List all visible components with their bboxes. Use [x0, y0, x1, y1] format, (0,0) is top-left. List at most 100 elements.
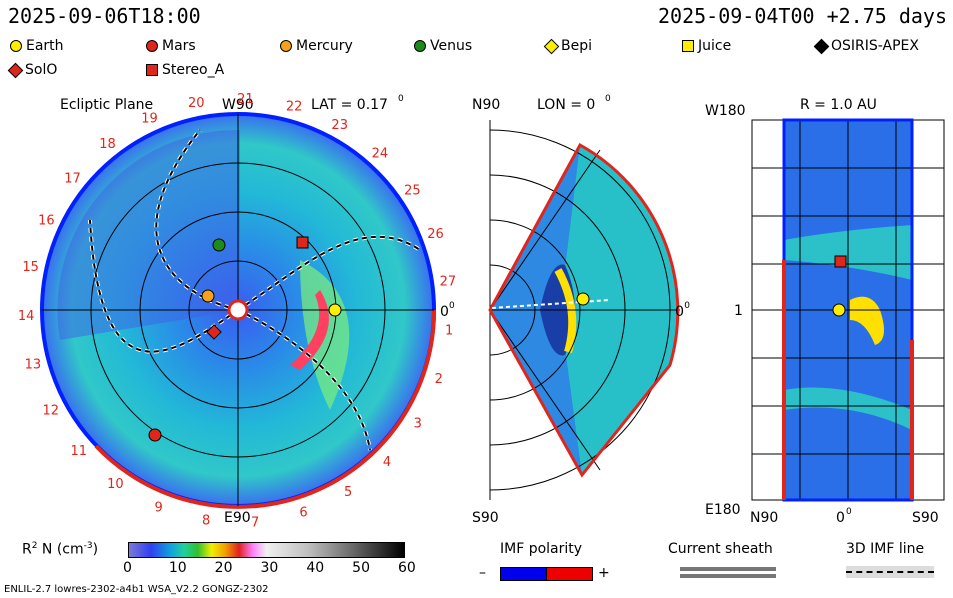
legend-label: SolO: [25, 62, 58, 78]
colorbar-tick: 60: [398, 560, 416, 576]
meridional-panel: N90 LON = 0 0 0 0 S90: [472, 94, 690, 526]
carrington-tick-10: 10: [107, 477, 124, 492]
meridional-top-label: N90: [472, 97, 500, 113]
meridional-bottom-label: S90: [472, 510, 499, 526]
carrington-tick-4: 4: [383, 455, 391, 470]
imf-line-swatch: [846, 566, 934, 578]
meridional-earth-marker: [576, 292, 590, 306]
legend-label: Venus: [430, 38, 473, 54]
model-info: ENLIL-2.7 lowres-2302-a4b1 WSA_V2.2 GONG…: [4, 584, 269, 595]
meridional-right-label: 0: [675, 304, 684, 320]
legend-marker-icon: [7, 62, 24, 78]
radial-earth-marker: [832, 303, 846, 317]
legend-marker-icon: [10, 40, 22, 52]
carrington-tick-26: 26: [427, 227, 444, 242]
legend-marker-icon: [543, 38, 560, 54]
legend-marker-icon: [280, 40, 292, 52]
imf-polarity-title: IMF polarity: [500, 541, 583, 557]
radial-axis-center: 0: [836, 510, 845, 526]
carrington-tick-15: 15: [22, 260, 39, 275]
legend-item-venus: Venus: [414, 38, 472, 54]
venus-marker: [212, 238, 226, 252]
ecliptic-lat: LAT = 0.17: [311, 97, 388, 113]
carrington-tick-12: 12: [43, 404, 60, 419]
carrington-tick-20: 20: [188, 96, 205, 111]
carrington-tick-5: 5: [344, 485, 352, 500]
carrington-tick-21: 21: [237, 92, 254, 107]
mars-marker: [148, 428, 162, 442]
ecliptic-lat-deg: 0: [398, 94, 404, 104]
carrington-tick-19: 19: [141, 111, 158, 126]
meridional-lon-deg: 0: [605, 94, 611, 104]
imf-negative-swatch: [500, 567, 547, 581]
radial-axis-center-deg: 0: [846, 507, 852, 517]
solo-marker: [206, 324, 222, 340]
carrington-tick-16: 16: [38, 213, 55, 228]
radial-axis-left: N90: [750, 510, 778, 526]
carrington-tick-9: 9: [154, 501, 162, 516]
legend-item-earth: Earth: [10, 38, 64, 54]
ecliptic-bottom-label: E90: [224, 510, 251, 526]
legend-item-mercury: Mercury: [280, 38, 353, 54]
sun-icon: [227, 299, 249, 321]
radial-panel: R = 1.0 AU W180 1 E180 N90 0 0 S90: [705, 97, 945, 526]
legend-marker-icon: [682, 40, 694, 52]
carrington-tick-23: 23: [331, 118, 348, 133]
legend-item-solo: SolO: [7, 62, 58, 78]
forecast-time: 2025-09-04T00 +2.75 days: [658, 4, 947, 28]
legend-item-bepi: Bepi: [543, 38, 592, 54]
imf-minus: –: [479, 565, 486, 581]
carrington-tick-14: 14: [18, 309, 35, 324]
carrington-tick-22: 22: [286, 100, 303, 115]
carrington-tick-24: 24: [372, 147, 389, 162]
colorbar-tick: 0: [123, 560, 132, 576]
carrington-tick-11: 11: [71, 444, 88, 459]
colorbar: [128, 542, 405, 558]
carrington-tick-17: 17: [64, 172, 81, 187]
legend-label: Juice: [698, 38, 732, 54]
carrington-tick-27: 27: [440, 275, 457, 290]
ecliptic-title: Ecliptic Plane: [60, 97, 153, 113]
carrington-tick-25: 25: [404, 183, 421, 198]
legend-label: Earth: [26, 38, 64, 54]
stereo-a-marker: [296, 236, 309, 249]
ecliptic-panel: Ecliptic Plane W90 LAT = 0.17 0 E90 0 0 …: [18, 92, 456, 530]
mercury-marker: [201, 289, 215, 303]
radial-top-left: W180: [705, 103, 746, 119]
legend-label: Stereo_A: [162, 62, 225, 78]
meridional-right-deg: 0: [684, 301, 690, 311]
radial-axis-right: S90: [912, 510, 939, 526]
legend-label: Bepi: [561, 38, 592, 54]
carrington-tick-18: 18: [99, 137, 116, 152]
carrington-tick-7: 7: [251, 515, 259, 530]
current-sheath-title: Current sheath: [668, 541, 773, 557]
legend-item-mars: Mars: [146, 38, 196, 54]
colorbar-label: R2 N (cm-3): [22, 541, 99, 558]
carrington-tick-8: 8: [202, 514, 210, 529]
imf-line-title: 3D IMF line: [846, 541, 925, 557]
radial-title: R = 1.0 AU: [800, 97, 877, 113]
colorbar-tick: 20: [214, 560, 233, 576]
legend-marker-icon: [414, 40, 426, 52]
radial-mid-left: 1: [734, 303, 743, 319]
radial-bottom-left: E180: [705, 502, 741, 518]
earth-marker: [328, 303, 342, 317]
carrington-tick-13: 13: [25, 358, 42, 373]
legend-marker-icon: [146, 40, 158, 52]
imf-plus: +: [598, 565, 610, 581]
carrington-tick-1: 1: [445, 324, 453, 339]
legend-item-juice: Juice: [682, 38, 731, 54]
colorbar-tick: 30: [260, 560, 279, 576]
ecliptic-right-label: 0: [440, 304, 449, 320]
carrington-tick-2: 2: [435, 372, 443, 387]
legend-label: Mercury: [296, 38, 353, 54]
legend-label: Mars: [162, 38, 196, 54]
colorbar-tick: 10: [168, 560, 187, 576]
simulation-time: 2025-09-06T18:00: [8, 4, 201, 28]
imf-positive-swatch: [546, 567, 593, 581]
legend-item-stereo-a: Stereo_A: [146, 62, 224, 78]
legend-marker-icon: [146, 64, 158, 76]
radial-stereo-a-marker: [834, 255, 847, 268]
colorbar-tick: 40: [306, 560, 325, 576]
